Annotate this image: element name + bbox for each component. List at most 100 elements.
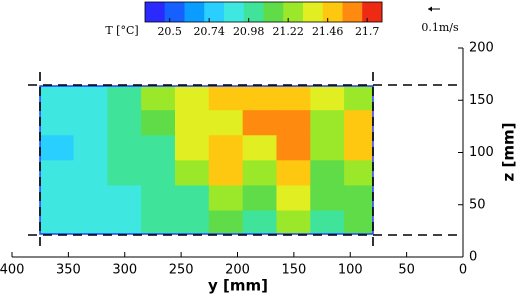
field-cell [276,86,312,112]
colorbar-frame [144,1,383,23]
field-cell [141,210,176,234]
field-cell [276,185,312,212]
field-cell [344,185,373,212]
x-tick-label: 350 [56,263,81,278]
colorbar-label: T [°C] [105,24,138,37]
field-cell [141,110,176,137]
x-tick-label: 100 [338,263,363,278]
colorbar-band [362,2,383,22]
field-cell [141,135,176,162]
field-cell [107,185,143,212]
colorbar-tick-label: 20.98 [233,25,265,38]
colorbar-band [145,2,166,22]
field-cell [208,210,244,234]
x-tick-label: 400 [0,263,24,278]
field-cell [344,135,373,162]
colorbar-tick-label: 20.74 [193,25,225,38]
field-cell [242,210,278,234]
field-cell [40,210,75,234]
field-cell [174,110,210,137]
field-cell [344,210,373,234]
field-cell [141,185,176,212]
field [40,86,373,234]
x-tick-label: 300 [112,263,137,278]
field-cell [40,185,75,212]
y-tick-label: 200 [469,41,494,56]
scale-label: 0.1m/s [421,21,459,34]
field-cell [40,135,75,162]
field-cell [174,160,210,187]
colorbar-band [342,2,363,22]
field-cell [310,210,346,234]
field-cell [107,210,143,234]
field-cell [141,86,176,112]
field-cell [174,185,210,212]
colorbar-band [184,2,205,22]
colorbar-tick-label: 21.22 [272,25,304,38]
field-cell [174,135,210,162]
x-axis-label: y [mm] [208,277,268,295]
field-cell [141,160,176,187]
field-cell [276,135,312,162]
colorbar-band [164,2,185,22]
field-cell [174,210,210,234]
colorbar-tick-label: 21.7 [355,25,380,38]
y-tick-label: 50 [469,197,486,212]
field-cell [107,86,143,112]
field-cell [242,86,278,112]
field-cell [208,160,244,187]
field-cell [242,135,278,162]
measurement-frame [28,72,463,250]
field-cell [73,86,109,112]
x-tick-label: 200 [225,263,250,278]
field-cell [344,160,373,187]
field-cell [208,110,244,137]
field-cell [174,86,210,112]
field-cell [276,210,312,234]
field-cell [73,185,109,212]
colorbar-band [243,2,264,22]
colorbar-tick-label: 21.46 [312,25,344,38]
field-cell [40,160,75,187]
field-cell [344,110,373,137]
colorbar-band [322,2,343,22]
field-cell [310,185,346,212]
field-cell [276,160,312,187]
field-cell [242,160,278,187]
field-cell [73,210,109,234]
field-cell [73,110,109,137]
y-tick-label: 150 [469,93,494,108]
field-cell [242,110,278,137]
x-tick-label: 0 [459,263,467,278]
x-tick-label: 250 [169,263,194,278]
field-cell [208,135,244,162]
y-tick-label: 100 [469,145,494,160]
field-cell [208,185,244,212]
x-tick-label: 50 [398,263,415,278]
field-cell [73,135,109,162]
colorbar-band [283,2,304,22]
field-cell [310,86,346,112]
field-cell [276,110,312,137]
y-tick-label: 0 [469,250,477,265]
y-axis-label: z [mm] [500,123,518,182]
field-cell [107,135,143,162]
field-cell [107,160,143,187]
colorbar-band [224,2,245,22]
colorbar-band [263,2,284,22]
field-border [39,85,374,235]
field-cell [344,86,373,112]
field-cell [107,110,143,137]
field-cell [40,86,75,112]
scale-arrow-head [428,6,432,12]
colorbar-band [204,2,225,22]
field-cell [208,86,244,112]
field-cell [310,110,346,137]
field-cell [310,135,346,162]
colorbar-band [303,2,324,22]
field-cell [310,160,346,187]
x-tick-label: 150 [281,263,306,278]
field-cell [40,110,75,137]
field-cell [242,185,278,212]
